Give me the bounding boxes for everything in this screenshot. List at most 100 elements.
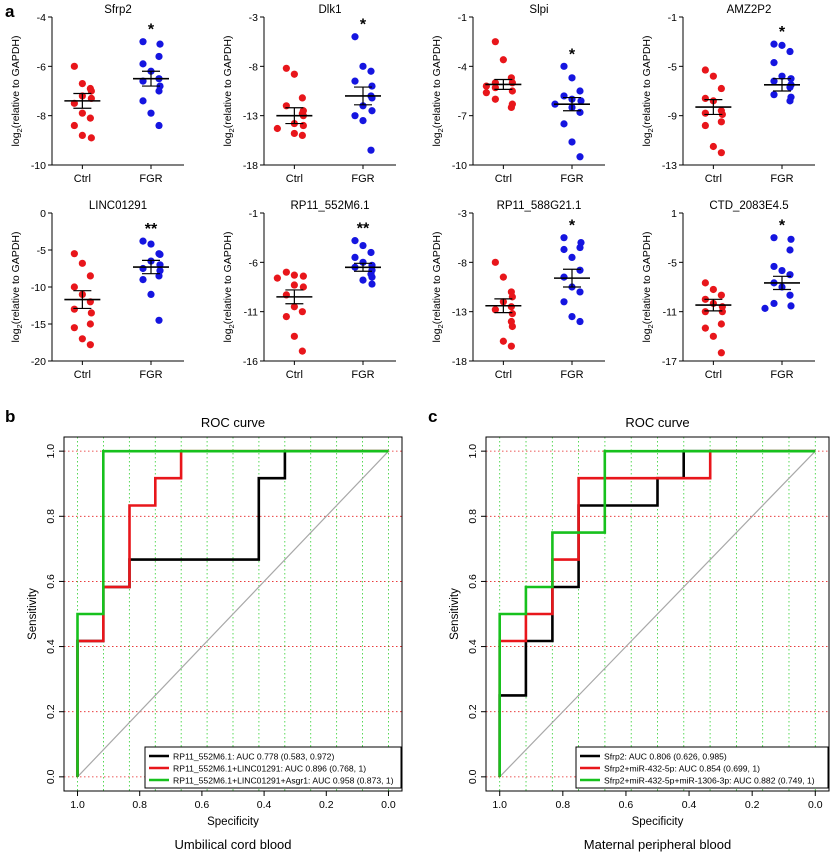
y-tick-label: -18 bbox=[452, 356, 467, 368]
significance-marker: * bbox=[569, 218, 576, 235]
data-point-ctrl bbox=[282, 64, 290, 72]
data-point-fgr bbox=[367, 146, 375, 154]
y-tick-label: -1 bbox=[668, 12, 677, 24]
y-tick-label: 0.6 bbox=[45, 574, 57, 589]
data-point-ctrl bbox=[717, 118, 725, 126]
data-point-fgr bbox=[351, 33, 359, 41]
y-tick-label: 0.8 bbox=[45, 509, 57, 524]
data-point-fgr bbox=[770, 299, 778, 308]
x-tick-label: 0.4 bbox=[682, 799, 697, 811]
data-point-fgr bbox=[787, 302, 795, 310]
legend-box bbox=[575, 746, 829, 789]
plot-title: RP11_588G21.1 bbox=[497, 200, 582, 212]
x-tick-label: 0.8 bbox=[132, 799, 147, 811]
data-point-ctrl bbox=[717, 320, 725, 328]
legend-entry: Sfrp2: AUC 0.806 (0.626, 0.985) bbox=[604, 752, 727, 762]
data-point-fgr bbox=[359, 258, 367, 266]
data-point-fgr bbox=[155, 121, 163, 130]
significance-marker: * bbox=[569, 46, 576, 63]
data-point-ctrl bbox=[86, 320, 94, 328]
y-tick-label: -3 bbox=[458, 208, 467, 220]
y-axis-label: log2(relative to GAPDH) bbox=[222, 232, 236, 343]
panel-label-a: a bbox=[5, 2, 15, 21]
data-point-fgr bbox=[576, 108, 584, 116]
data-point-ctrl bbox=[290, 332, 298, 340]
data-point-fgr bbox=[351, 253, 359, 261]
data-point-ctrl bbox=[273, 274, 281, 282]
data-point-ctrl bbox=[508, 87, 516, 95]
data-point-fgr bbox=[786, 246, 794, 254]
data-point-ctrl bbox=[491, 258, 499, 266]
dot-plot-7: CTD_2083E4.5 -17 -11 -5 1 log2(relative to GA… bbox=[641, 200, 815, 381]
data-point-fgr bbox=[770, 91, 778, 99]
data-point-ctrl bbox=[70, 62, 78, 70]
y-tick-label: -16 bbox=[243, 356, 258, 368]
x-tick-label: 0.2 bbox=[319, 799, 334, 811]
x-tick-label: Ctrl bbox=[286, 173, 303, 185]
data-point-ctrl bbox=[499, 337, 507, 345]
y-axis-label: log2(relative to GAPDH) bbox=[641, 36, 655, 147]
data-point-ctrl bbox=[290, 303, 298, 311]
data-point-ctrl bbox=[499, 273, 507, 281]
data-point-ctrl bbox=[507, 303, 515, 311]
significance-marker: ** bbox=[145, 221, 158, 238]
y-tick-label: -20 bbox=[31, 356, 46, 368]
data-point-ctrl bbox=[78, 80, 86, 88]
data-point-fgr bbox=[367, 248, 375, 257]
y-tick-label: -10 bbox=[31, 282, 46, 294]
dot-plot-1: Dlk1 -18 -13 -8 -3 log2(relative to GAPDH) Ctr… bbox=[222, 4, 396, 185]
data-point-ctrl bbox=[491, 306, 499, 314]
data-point-fgr bbox=[155, 87, 163, 95]
x-tick-label: Ctrl bbox=[705, 369, 722, 381]
plot-frame bbox=[63, 436, 403, 792]
data-point-ctrl bbox=[709, 285, 717, 294]
plot-title: Dlk1 bbox=[318, 4, 341, 16]
data-point-fgr bbox=[139, 264, 147, 273]
data-point-fgr bbox=[770, 40, 778, 48]
data-point-ctrl bbox=[290, 129, 298, 138]
x-tick-label: FGR bbox=[139, 369, 162, 381]
y-tick-label: 0.2 bbox=[45, 704, 57, 719]
data-point-fgr bbox=[156, 250, 164, 259]
y-tick-label: 0.8 bbox=[467, 509, 479, 524]
data-point-ctrl bbox=[701, 94, 709, 102]
y-tick-label: 1 bbox=[671, 208, 677, 220]
data-point-ctrl bbox=[70, 324, 78, 332]
data-point-fgr bbox=[568, 74, 576, 82]
y-tick-label: -4 bbox=[458, 61, 467, 73]
data-point-fgr bbox=[560, 92, 568, 100]
plot-title: Slpi bbox=[529, 4, 548, 16]
data-point-fgr bbox=[147, 109, 155, 117]
legend-box bbox=[144, 746, 402, 789]
panel-caption: Umbilical cord blood bbox=[174, 837, 291, 852]
panel-caption: Maternal peripheral blood bbox=[584, 837, 731, 852]
data-point-fgr bbox=[778, 41, 786, 49]
significance-marker: * bbox=[148, 22, 155, 39]
plot-title: Sfrp2 bbox=[104, 4, 132, 16]
x-tick-label: 0.6 bbox=[195, 799, 210, 811]
data-point-ctrl bbox=[87, 134, 95, 142]
y-tick-label: -18 bbox=[243, 160, 258, 172]
significance-marker: * bbox=[779, 24, 786, 41]
data-point-fgr bbox=[761, 304, 769, 312]
x-tick-label: 0.0 bbox=[381, 799, 396, 811]
roc-title: ROC curve bbox=[625, 415, 689, 430]
data-point-ctrl bbox=[701, 308, 709, 316]
dot-plot-4: LINC01291 -20 -15 -10 -5 0 log2(relative to GA… bbox=[10, 200, 184, 381]
data-point-fgr bbox=[770, 234, 778, 242]
x-axis-label: Specificity bbox=[207, 816, 259, 828]
data-point-fgr bbox=[368, 82, 376, 90]
data-point-ctrl bbox=[299, 283, 307, 291]
y-axis-label: log2(relative to GAPDH) bbox=[222, 36, 236, 147]
data-point-fgr bbox=[568, 313, 576, 321]
data-point-ctrl bbox=[70, 283, 78, 291]
data-point-ctrl bbox=[70, 121, 78, 130]
y-tick-label: -3 bbox=[249, 12, 258, 24]
data-point-fgr bbox=[786, 271, 794, 279]
data-point-fgr bbox=[368, 107, 376, 115]
data-point-ctrl bbox=[709, 72, 717, 80]
data-point-fgr bbox=[576, 317, 584, 326]
data-point-fgr bbox=[139, 60, 147, 68]
data-point-fgr bbox=[359, 276, 367, 284]
